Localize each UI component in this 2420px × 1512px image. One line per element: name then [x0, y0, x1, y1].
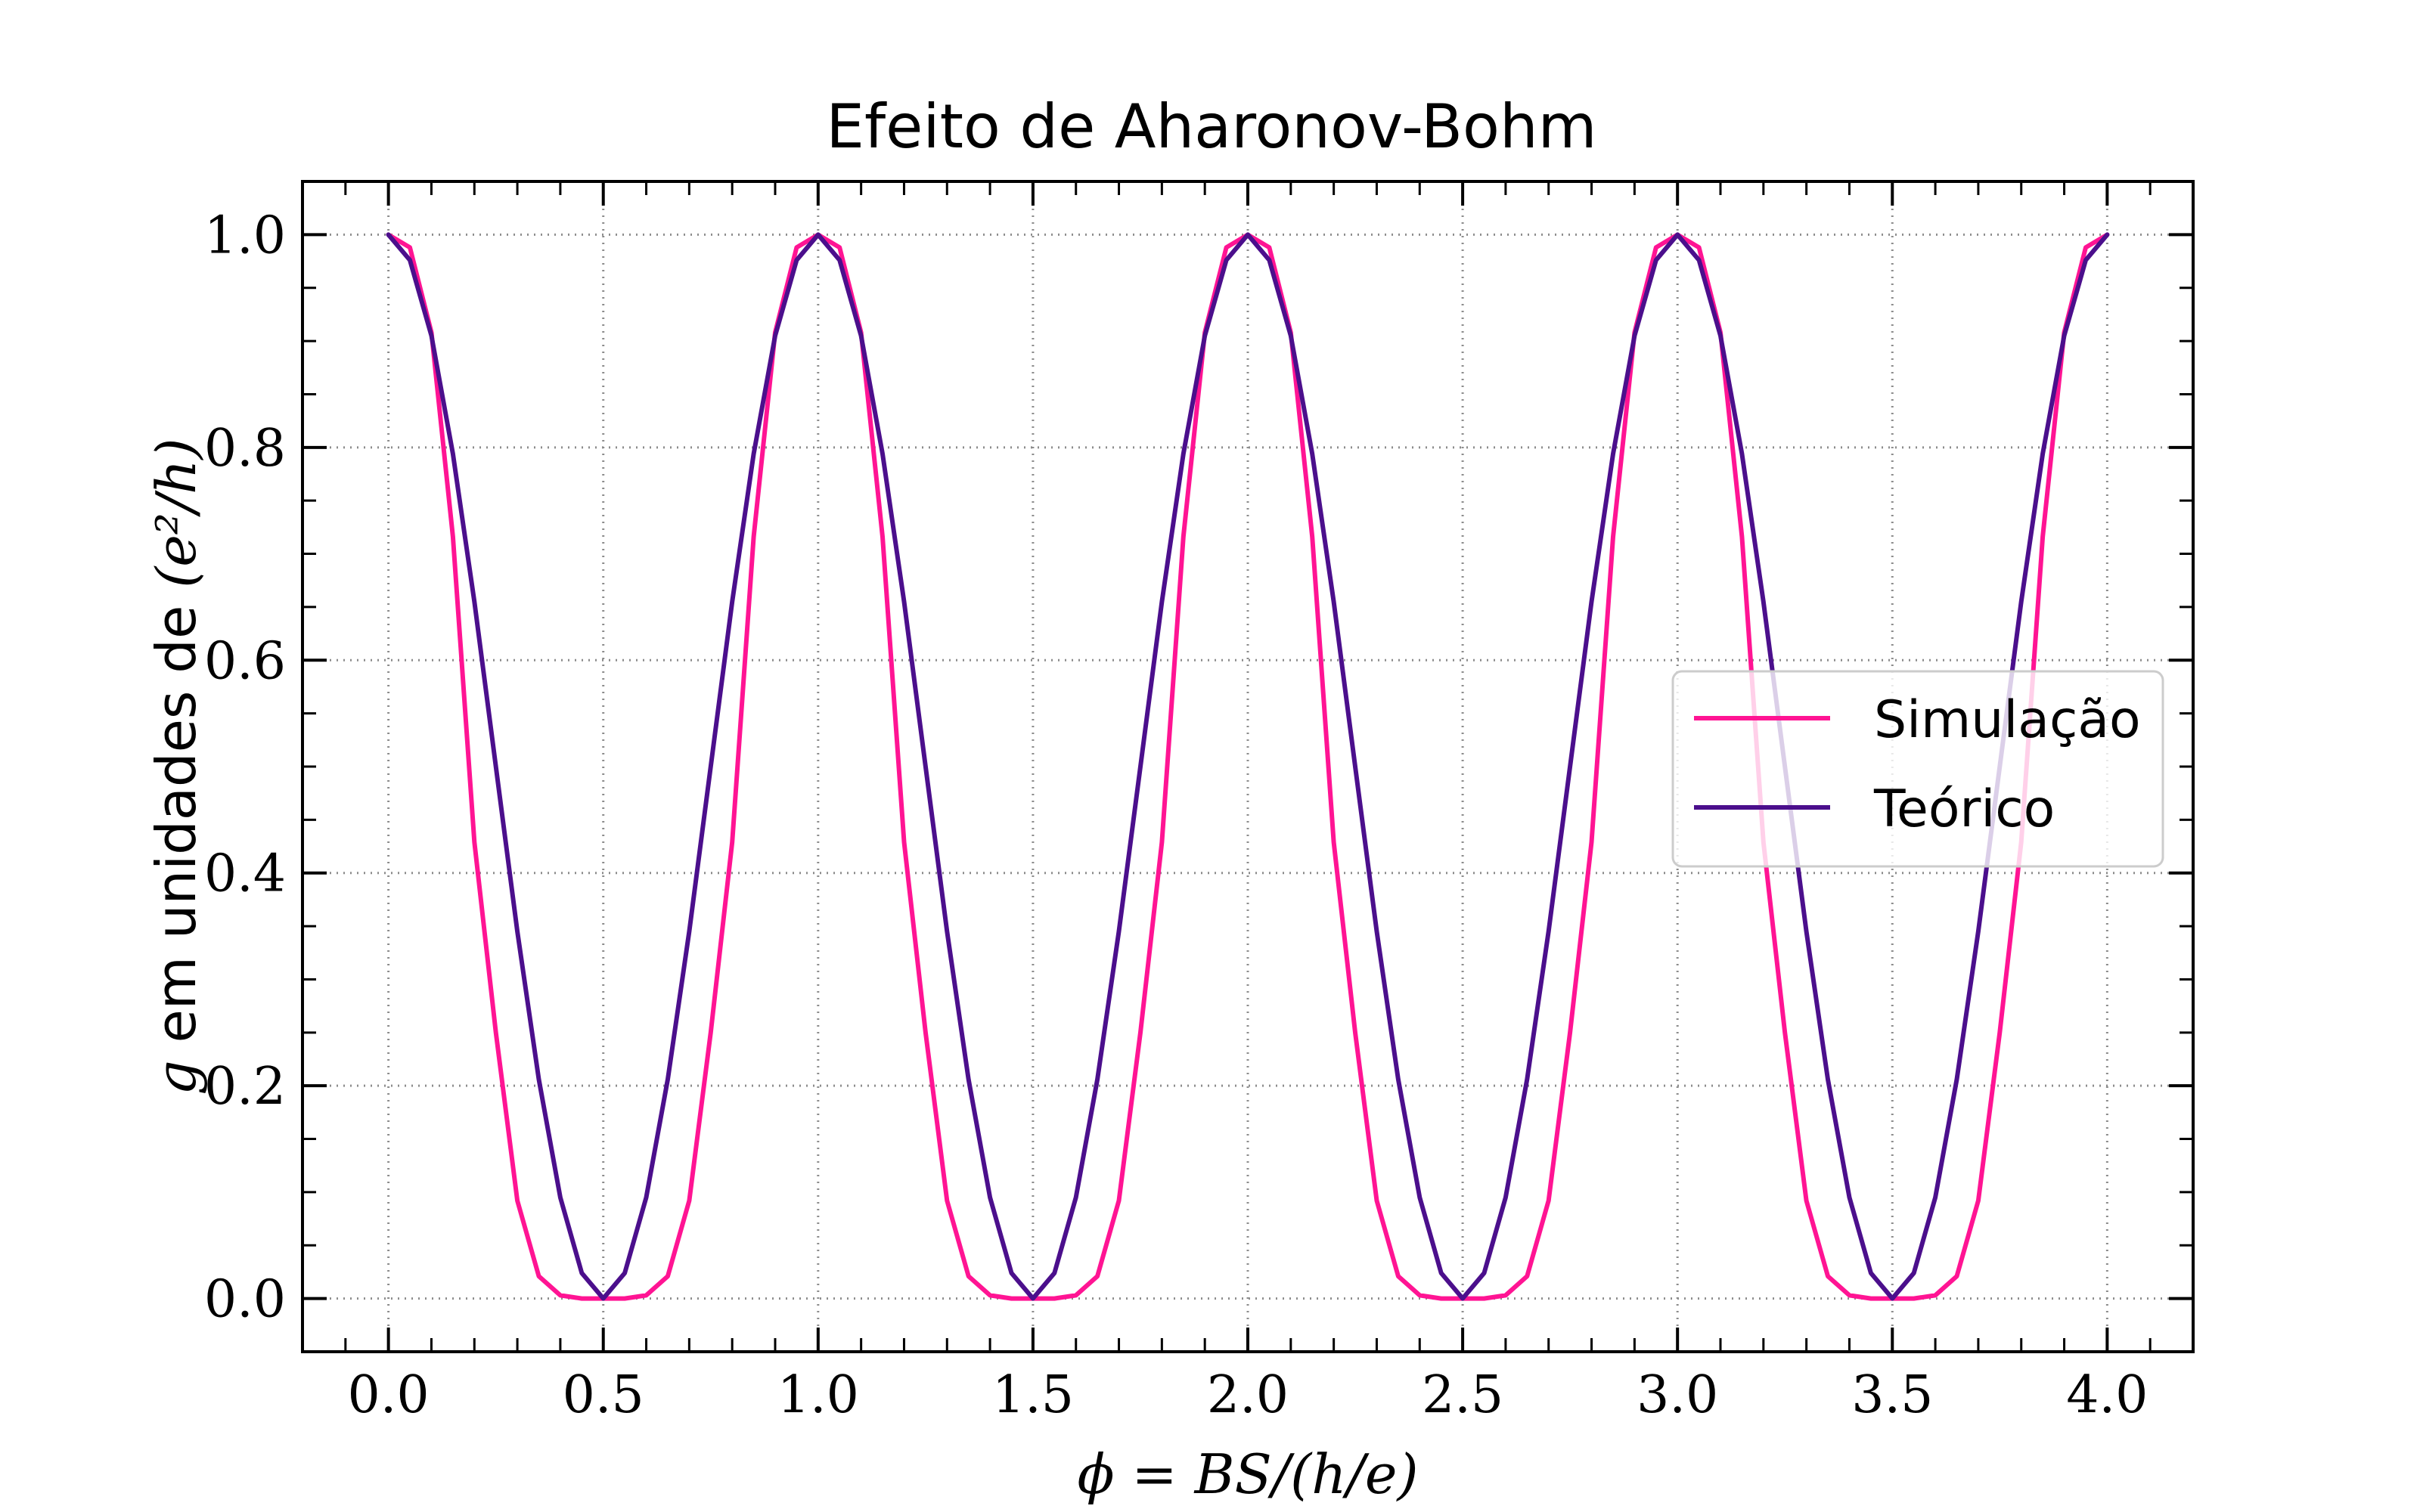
y-axis-label-unit: (e²/h)	[144, 438, 208, 588]
y-axis-label-variable: g	[144, 1060, 208, 1095]
y-tick-label: 1.0	[204, 206, 286, 265]
y-tick-label: 0.0	[204, 1270, 286, 1330]
y-tick-labels: 0.0 0.2 0.4 0.6 0.8 1.0	[204, 206, 286, 1329]
x-axis-label: ϕ = BS/(h/e)	[1077, 1442, 1418, 1506]
x-tick-label: 0.0	[348, 1365, 430, 1425]
x-tick-label: 0.5	[563, 1365, 644, 1425]
x-tick-label: 3.0	[1637, 1365, 1718, 1425]
chart-title: Efeito de Aharonov-Bohm	[826, 91, 1596, 162]
y-tick-label: 0.4	[204, 844, 286, 904]
y-axis-label: g em unidades de (e²/h)	[144, 438, 208, 1095]
y-axis-label-text: em unidades de	[144, 588, 208, 1061]
series-line-teorico	[386, 232, 2110, 1301]
x-tick-label: 2.5	[1422, 1365, 1503, 1425]
axis-ticks	[301, 180, 2195, 1353]
legend-label-simulacao: Simulação	[1874, 690, 2141, 750]
legend: Simulação Teórico	[1671, 670, 2164, 868]
x-tick-label: 1.5	[992, 1365, 1074, 1425]
legend-label-teorico: Teórico	[1873, 779, 2055, 839]
y-tick-label: 0.2	[204, 1057, 286, 1117]
y-tick-label: 0.8	[204, 419, 286, 479]
series-lines	[386, 232, 2110, 1301]
x-tick-labels: 0.0 0.5 1.0 1.5 2.0 2.5 3.0 3.5 4.0	[348, 1365, 2149, 1425]
x-tick-label: 1.0	[777, 1365, 859, 1425]
x-tick-label: 4.0	[2066, 1365, 2148, 1425]
x-tick-label: 2.0	[1207, 1365, 1289, 1425]
plot-frame	[301, 180, 2195, 1353]
x-tick-label: 3.5	[1851, 1365, 1933, 1425]
y-tick-label: 0.6	[204, 631, 286, 691]
